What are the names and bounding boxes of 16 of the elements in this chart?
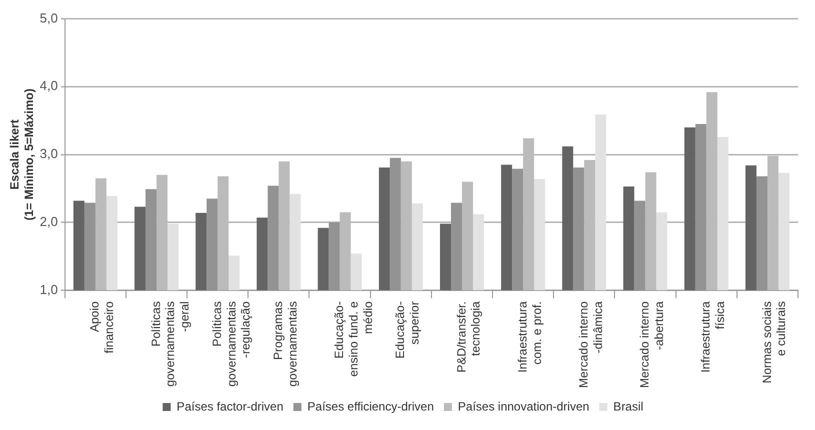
x-tick-label: Infraestrutura física [698,300,728,373]
x-tick-label: Mercado interno -abertura [638,300,666,388]
x-tick-label: Educação- ensino fund. e médio [332,300,375,377]
y-tick-label: 2,0 [40,214,58,229]
y-tick-label: 3,0 [40,146,58,162]
y-axis-title: Escala likert (1= Mínimo, 5=Máximo) [8,88,36,221]
x-tick-label: Infraestrutura com. e prof. [515,300,544,373]
legend-label: Países innovation-driven [458,399,590,414]
y-tick-label: 1,0 [40,282,58,297]
x-tick-label: Apoio financeiro [88,300,116,354]
legend-label: Países efficiency-driven [307,399,434,414]
y-tick-label: 4,0 [40,78,58,94]
y-tick-label: 5,0 [40,10,58,26]
legend-label: Países factor-driven [176,399,284,414]
x-tick-label: Políticas governamentais -geral [148,301,192,387]
legend-label: Brasil [613,399,644,414]
